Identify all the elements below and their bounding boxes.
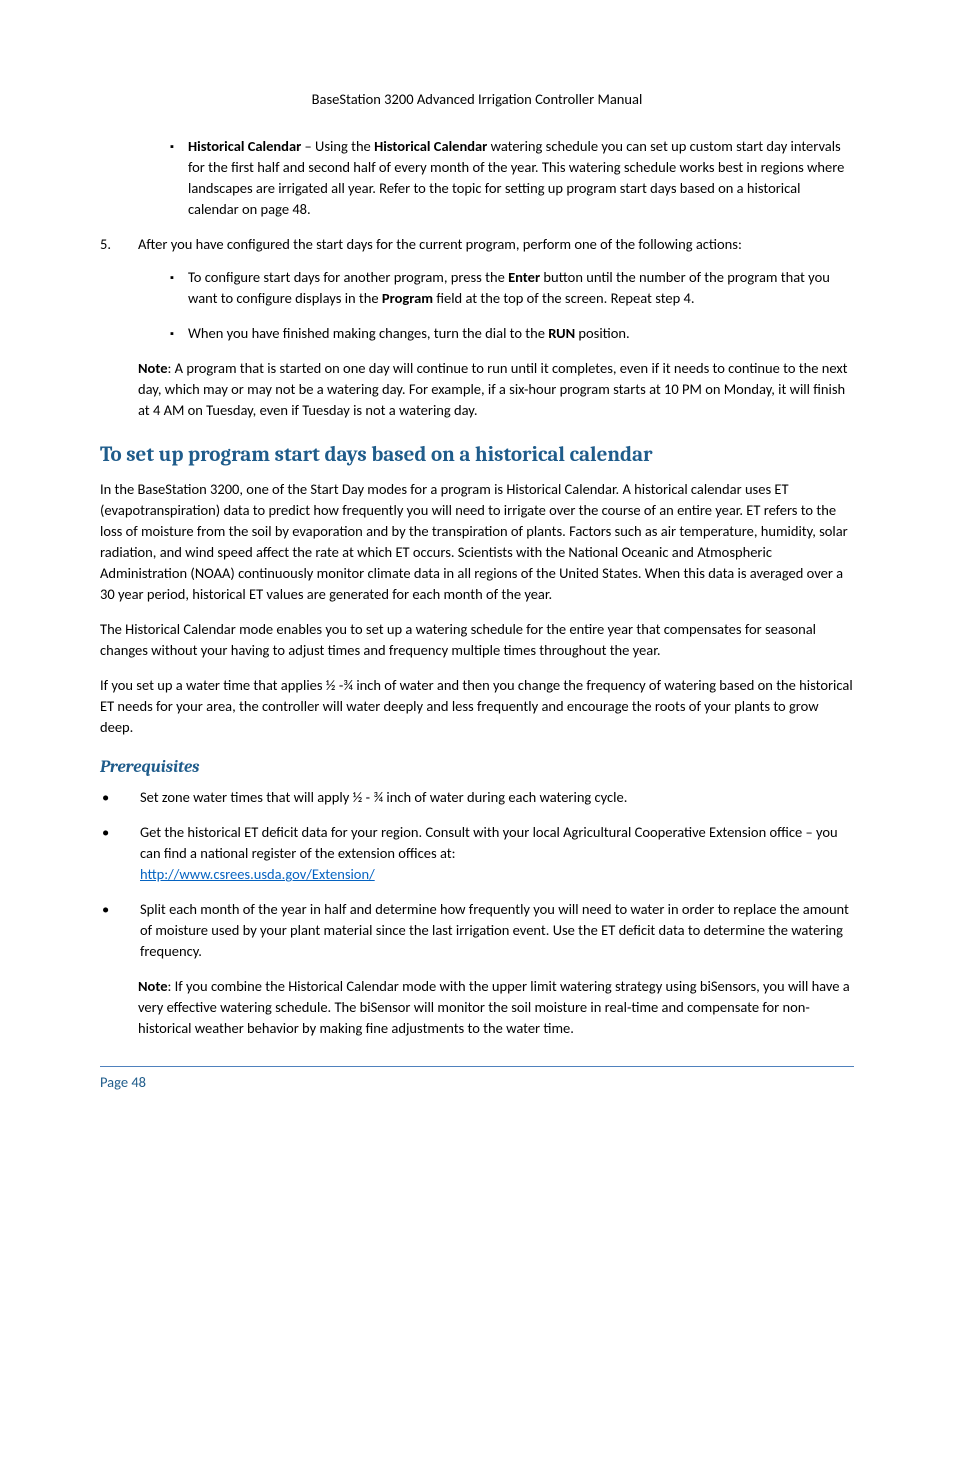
note-block: Note: A program that is started on one d… — [100, 358, 854, 421]
page-footer: Page 48 — [100, 1066, 854, 1091]
square-bullet-icon: ▪ — [170, 136, 188, 220]
step-number: 5. — [100, 234, 138, 255]
step-text: After you have configured the start days… — [138, 234, 854, 255]
list-item: • Split each month of the year in half a… — [100, 899, 854, 962]
bullet-text: Set zone water times that will apply ½ -… — [140, 787, 854, 808]
bold-label: Historical Calendar — [188, 137, 301, 155]
bullet-text: When you have finished making changes, t… — [188, 323, 854, 344]
step-5: 5. After you have configured the start d… — [100, 234, 854, 255]
prerequisites-list: • Set zone water times that will apply ½… — [100, 787, 854, 962]
list-item: ▪ Historical Calendar – Using the Histor… — [170, 136, 854, 220]
bullet-text: Historical Calendar – Using the Historic… — [188, 136, 854, 220]
dot-bullet-icon: • — [100, 787, 140, 808]
intro-bullet-list: ▪ Historical Calendar – Using the Histor… — [100, 136, 854, 220]
list-item: ▪ When you have finished making changes,… — [170, 323, 854, 344]
paragraph: If you set up a water time that applies … — [100, 675, 854, 738]
prereq-note: Note: If you combine the Historical Cale… — [100, 976, 854, 1039]
list-item: • Get the historical ET deficit data for… — [100, 822, 854, 885]
prerequisites-heading: Prerequisites — [100, 758, 854, 777]
step5-sublist: ▪ To configure start days for another pr… — [100, 267, 854, 344]
dot-bullet-icon: • — [100, 899, 140, 962]
extension-link[interactable]: http://www.csrees.usda.gov/Extension/ — [140, 865, 375, 883]
paragraph: The Historical Calendar mode enables you… — [100, 619, 854, 661]
dot-bullet-icon: • — [100, 822, 140, 885]
page-content: BaseStation 3200 Advanced Irrigation Con… — [0, 0, 954, 1151]
page-number: Page 48 — [100, 1073, 146, 1091]
paragraph: In the BaseStation 3200, one of the Star… — [100, 479, 854, 605]
bold-label: Historical Calendar — [374, 137, 487, 155]
list-item: • Set zone water times that will apply ½… — [100, 787, 854, 808]
square-bullet-icon: ▪ — [170, 267, 188, 309]
page-header-title: BaseStation 3200 Advanced Irrigation Con… — [100, 90, 854, 108]
bullet-text: Get the historical ET deficit data for y… — [140, 822, 854, 885]
bullet-text: Split each month of the year in half and… — [140, 899, 854, 962]
bullet-text: To configure start days for another prog… — [188, 267, 854, 309]
section-heading: To set up program start days based on a … — [100, 443, 854, 467]
list-item: ▪ To configure start days for another pr… — [170, 267, 854, 309]
square-bullet-icon: ▪ — [170, 323, 188, 344]
